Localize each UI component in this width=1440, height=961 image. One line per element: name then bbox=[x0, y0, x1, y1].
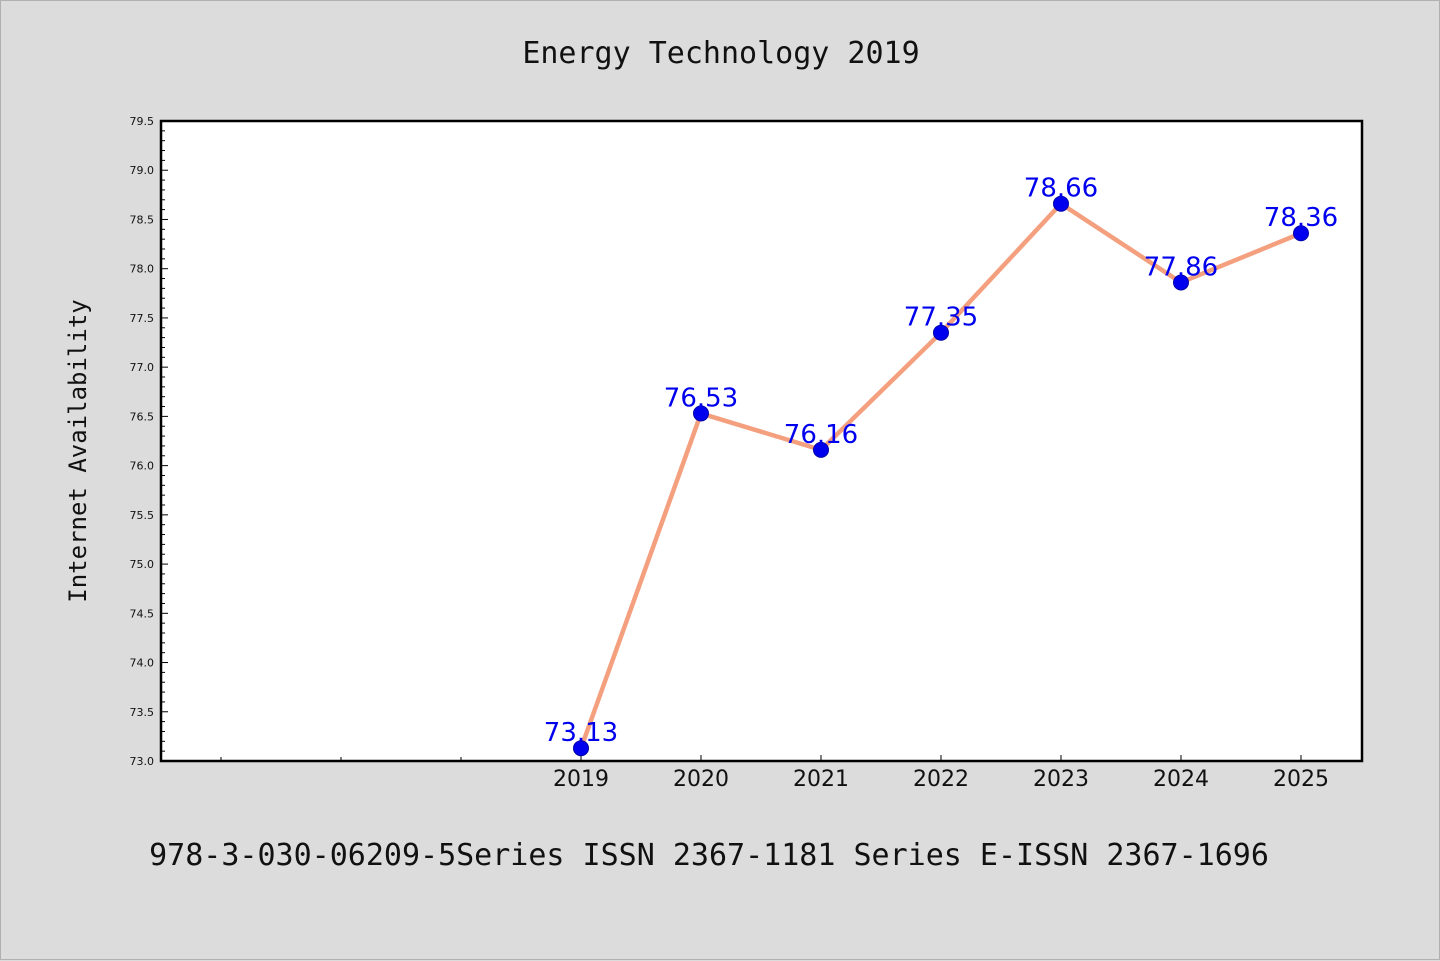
data-point-marker bbox=[1173, 274, 1189, 291]
x-tick-label: 2024 bbox=[1153, 767, 1209, 792]
series-line bbox=[573, 195, 1309, 757]
data-point-marker bbox=[933, 324, 949, 341]
data-labels: 73.13 76.53 76.16 77.35 78.66 77.86 78.36 bbox=[544, 174, 1338, 748]
y-axis: 73.0 73.5 74.0 74.5 75.0 75.5 76.0 76.5 77.0 77.5… bbox=[130, 115, 168, 768]
y-tick-label: 79.0 bbox=[130, 164, 155, 177]
data-label: 77.86 bbox=[1144, 252, 1218, 282]
y-tick-label: 77.5 bbox=[130, 312, 155, 325]
y-tick-label: 76.0 bbox=[130, 460, 155, 473]
y-tick-label: 75.5 bbox=[130, 509, 155, 522]
y-tick-label: 73.5 bbox=[130, 706, 155, 719]
data-point-marker bbox=[1053, 195, 1069, 212]
y-tick-label: 74.0 bbox=[130, 657, 155, 670]
y-tick-label: 78.5 bbox=[130, 213, 155, 226]
x-tick-label: 2025 bbox=[1273, 767, 1329, 792]
data-label: 78.66 bbox=[1024, 174, 1098, 204]
y-tick-label: 73.0 bbox=[130, 755, 155, 768]
x-tick-label: 2022 bbox=[913, 767, 969, 792]
data-point-marker bbox=[693, 405, 709, 422]
data-label: 76.53 bbox=[664, 383, 738, 413]
x-axis: 2019 2020 2021 2022 2023 2024 2025 bbox=[220, 755, 1329, 792]
data-label: 73.13 bbox=[544, 718, 618, 748]
data-point-marker bbox=[1293, 225, 1309, 242]
chart-title: Energy Technology 2019 bbox=[522, 36, 919, 71]
data-label: 76.16 bbox=[784, 420, 858, 450]
y-tick-label: 77.0 bbox=[130, 361, 155, 374]
x-tick-label: 2021 bbox=[793, 767, 849, 792]
y-tick-label: 76.5 bbox=[130, 410, 155, 423]
data-point-marker bbox=[813, 441, 829, 458]
data-point-marker bbox=[573, 740, 589, 757]
y-tick-label: 79.5 bbox=[130, 115, 155, 128]
x-tick-label: 2019 bbox=[553, 767, 609, 792]
y-tick-label: 74.5 bbox=[130, 607, 155, 620]
y-tick-label: 75.0 bbox=[130, 558, 155, 571]
footer-isbn-text: 978-3-030-06209-5Series ISSN 2367-1181 S… bbox=[149, 838, 1269, 873]
x-tick-label: 2020 bbox=[673, 767, 729, 792]
data-label: 77.35 bbox=[904, 303, 978, 333]
y-axis-label: Internet Availability bbox=[64, 299, 92, 602]
data-label: 78.36 bbox=[1264, 203, 1338, 233]
x-tick-label: 2023 bbox=[1033, 767, 1089, 792]
y-tick-label: 78.0 bbox=[130, 263, 155, 276]
plot-area bbox=[159, 119, 1364, 763]
